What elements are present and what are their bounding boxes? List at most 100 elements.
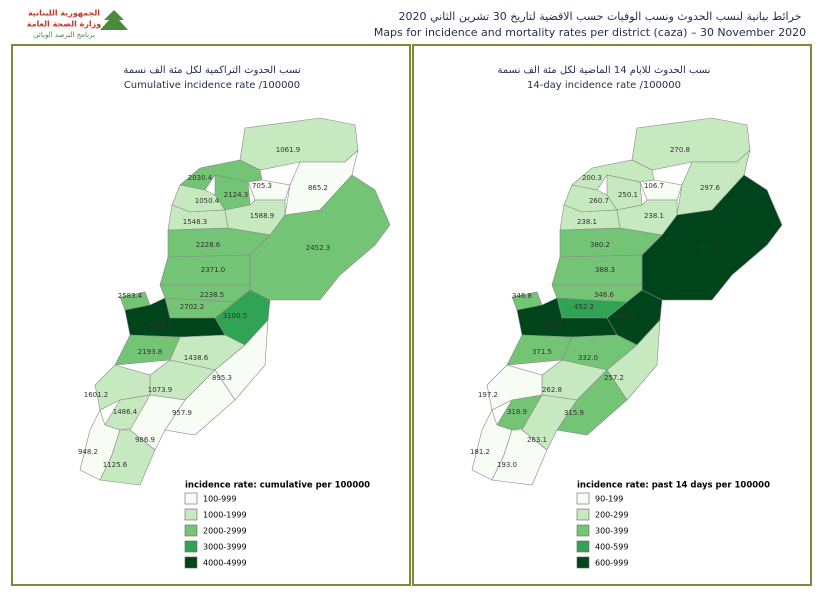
district-label: 263.1 [527,436,547,444]
legend-title: incidence rate: cumulative per 100000 [185,481,370,491]
legend-label: 3000-3999 [203,543,247,552]
legend-swatch [576,540,590,553]
legend-swatch [184,556,198,569]
district [606,319,661,401]
logo: الجمهورية اللبنانية وزارة الصحة العامة ب… [27,9,128,39]
logo-line: الجمهورية اللبنانية [28,9,100,18]
map-title-en: 14-day incidence rate /100000 [527,80,681,91]
district-label: 986.9 [135,436,155,444]
district-label: 106.7 [644,182,664,190]
district [491,429,548,486]
legend-label: 400-599 [595,543,628,552]
district-label: 1548.3 [183,218,208,226]
district-label: 1061.9 [276,146,301,154]
legend-label: 300-399 [595,527,628,536]
legend-label: 1000-1999 [203,511,247,520]
map: نسب الحدوث للايام 14 الماضية لكل مئة الف… [470,65,783,569]
district-label: 238.1 [644,212,664,220]
district [129,394,186,451]
map-title-en: Cumulative incidence rate /100000 [124,80,300,91]
district-label: 1601.2 [84,391,109,399]
district [167,227,271,258]
map-title-ar: نسب الحدوث للايام 14 الماضية لكل مئة الف… [498,65,711,76]
district [559,227,663,258]
district [247,179,291,201]
cedar-icon [100,10,128,30]
district-label: 262.8 [542,386,562,394]
district-label: 380.2 [590,241,610,249]
district-label: 197.2 [478,391,498,399]
map: نسب الحدوث التراكمية لكل مئة الف نسمة Cum… [78,65,391,569]
legend-swatch [576,556,590,569]
legend-label: 200-299 [595,511,628,520]
logo-line: وزارة الصحة العامة [27,20,102,29]
district-label: 1125.6 [103,461,128,469]
panel [412,44,812,586]
legend-swatch [576,492,590,505]
district-label: 1588.9 [250,212,275,220]
district-label: 1073.9 [148,386,173,394]
district-label: 315.9 [564,409,584,417]
district-label: 2371.0 [201,266,226,274]
logo-line: برنامج الترصد الوبائي [33,31,95,39]
district-label: 3100.5 [223,312,248,320]
maps: نسب الحدوث التراكمية لكل مئة الف نسمة Cum… [78,65,783,569]
district-label: 804.8 [617,312,637,320]
district-label: 260.7 [589,197,609,205]
district-label: 2124.3 [224,191,249,199]
district-label: 238.1 [577,218,597,226]
district-label: 2452.3 [306,244,331,252]
district-label: 346.6 [594,291,615,299]
district-label: 985.5 [700,244,720,252]
legend-label: 4000-4999 [203,559,247,568]
district-label: 895.3 [212,374,232,382]
district-label: 257.2 [604,374,624,382]
legend-swatch [184,540,198,553]
district-label: 2030.4 [188,174,213,182]
district-label: 957.9 [172,409,192,417]
district-label: 346.8 [512,292,532,300]
district-label: 2702.2 [180,303,205,311]
legend-swatch [184,508,198,521]
district-label: 193.0 [497,461,517,469]
district-label: 250.1 [618,191,638,199]
district [214,319,269,401]
legend-label: 2000-2999 [203,527,247,536]
legend-label: 90-199 [595,495,623,504]
district-label: 181.2 [470,448,490,456]
district-label: 318.9 [507,408,527,416]
district-label: 297.6 [700,184,721,192]
district-label: 2238.5 [200,291,225,299]
panel [11,44,411,586]
legend-swatch [184,524,198,537]
district-label: 2193.8 [138,348,163,356]
legend-label: 600-999 [595,559,628,568]
district-label: 452.2 [574,303,594,311]
legend-swatch [184,492,198,505]
legend-title: incidence rate: past 14 days per 100000 [577,481,770,491]
district-label: 705.3 [252,182,272,190]
district-label: 948.2 [78,448,98,456]
district-label: 388.3 [595,266,615,274]
district-label: 865.2 [308,184,328,192]
district-label: 1486.4 [113,408,138,416]
district-label: 332.0 [578,354,598,362]
legend-label: 100-999 [203,495,236,504]
district [639,179,683,201]
legend-swatch [576,508,590,521]
district [521,394,578,451]
district [99,429,156,486]
title-ar: خرائط بيانية لنسب الحدوث ونسب الوفيات حس… [399,10,802,23]
district-label: 200.3 [582,174,602,182]
district-label: 371.5 [532,348,552,356]
district-label: 2583.4 [118,292,143,300]
district-label: 4103.7 [148,321,173,329]
district-label: 1438.6 [184,354,209,362]
district-label: 270.8 [670,146,690,154]
district-label: 759.6 [542,321,563,329]
district-label: 1050.4 [195,197,220,205]
legend-swatch [576,524,590,537]
map-title-ar: نسب الحدوث التراكمية لكل مئة الف نسمة [123,65,300,76]
district-label: 2228.6 [196,241,221,249]
